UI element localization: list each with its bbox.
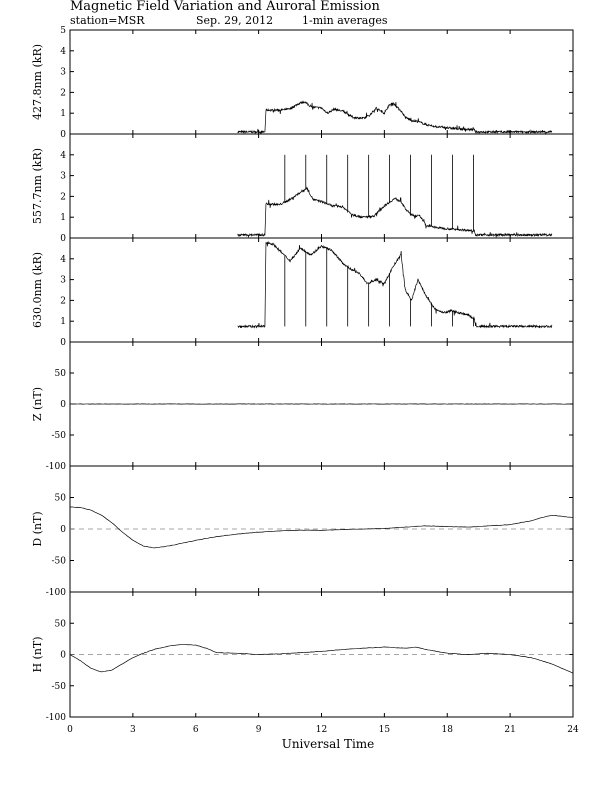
y-tick-label: 2 <box>60 192 66 202</box>
y-axis-label: H (nT) <box>31 636 44 672</box>
averaging-label: 1-min averages <box>302 14 388 27</box>
y-tick-label: 0 <box>60 400 66 410</box>
data-series-line <box>69 644 574 674</box>
y-tick-label: 1 <box>60 213 66 223</box>
x-tick-label: 18 <box>442 725 454 735</box>
station-label: station=MSR <box>70 14 145 27</box>
y-tick-label: 50 <box>55 494 67 504</box>
y-tick-label: 3 <box>60 172 66 182</box>
y-tick-label: 0 <box>60 525 66 535</box>
y-axis-label: 427.8nm (kR) <box>31 44 44 120</box>
x-tick-label: 9 <box>256 725 262 735</box>
y-tick-label: 4 <box>60 255 66 265</box>
y-tick-label: 1 <box>60 317 66 327</box>
x-tick-label: 12 <box>316 725 327 735</box>
data-series-line <box>237 240 553 329</box>
y-axis-label: D (nT) <box>31 511 44 546</box>
y-tick-label: -50 <box>52 557 67 567</box>
x-tick-label: 3 <box>130 725 136 735</box>
y-axis-label: 630.0nm (kR) <box>31 252 44 328</box>
panel-5: -100 -50 0 50 D (nT) <box>31 465 574 598</box>
y-tick-label: 1 <box>60 109 66 119</box>
y-tick-label: 3 <box>60 68 66 78</box>
panel-1: 0 1 2 3 4 5 427.8nm (kR) <box>31 26 574 140</box>
x-tick-label: 24 <box>567 725 579 735</box>
panel-2: 0 1 2 3 4 557.7nm (kR) <box>31 133 574 244</box>
panel-6: -100 -50 0 50 H (nT) <box>31 591 574 723</box>
data-series-line <box>69 506 574 549</box>
y-tick-label: 50 <box>55 369 67 379</box>
y-tick-label: 0 <box>60 130 66 140</box>
x-tick-label: 15 <box>379 725 391 735</box>
x-axis-label: Universal Time <box>282 737 375 751</box>
figure-title: Magnetic Field Variation and Auroral Emi… <box>70 0 380 14</box>
panel-frame <box>69 133 574 239</box>
x-tick-label: 0 <box>67 725 73 735</box>
date-label: Sep. 29, 2012 <box>196 14 273 27</box>
x-tick-label: 21 <box>504 725 515 735</box>
y-tick-label: 2 <box>60 88 66 98</box>
y-tick-label: 4 <box>60 47 66 57</box>
panel-4: -100 -50 0 50 Z (nT) <box>31 341 574 472</box>
data-series-line <box>237 100 553 136</box>
y-axis-label: Z (nT) <box>31 387 44 421</box>
panel-frame <box>69 29 574 135</box>
y-tick-label: -100 <box>46 462 66 472</box>
y-axis-label: 557.7nm (kR) <box>31 148 44 224</box>
y-tick-label: -100 <box>46 588 66 598</box>
data-series-line <box>237 186 553 239</box>
panel-3: 0 1 2 3 4 630.0nm (kR) <box>31 237 574 348</box>
y-tick-label: 2 <box>60 296 66 306</box>
y-tick-label: 3 <box>60 276 66 286</box>
y-tick-label: 5 <box>60 26 66 36</box>
y-tick-label: -50 <box>52 431 67 441</box>
y-tick-label: 0 <box>60 651 66 661</box>
y-tick-label: -100 <box>46 713 66 723</box>
y-tick-label: 0 <box>60 234 66 244</box>
y-tick-label: 0 <box>60 338 66 348</box>
y-tick-label: 50 <box>55 619 67 629</box>
y-tick-label: -50 <box>52 682 67 692</box>
y-tick-label: 4 <box>60 151 66 161</box>
x-tick-label: 6 <box>193 725 199 735</box>
